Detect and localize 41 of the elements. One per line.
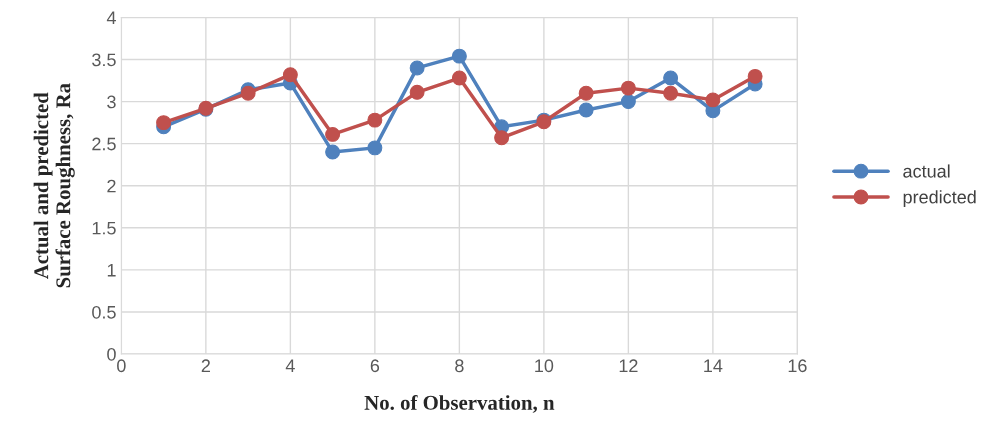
point — [367, 140, 383, 156]
x-axis-title: No. of Observation, n — [364, 394, 555, 413]
point — [578, 85, 594, 101]
point — [325, 144, 341, 160]
x-tick-label: 0 — [117, 359, 126, 373]
y-tick-label: 1.5 — [92, 221, 116, 235]
x-tick-label: 16 — [788, 359, 807, 373]
point — [156, 115, 172, 131]
legend-label: actual — [903, 164, 950, 178]
point — [367, 112, 383, 128]
point — [409, 84, 425, 100]
x-tick-label: 10 — [535, 359, 554, 373]
point — [705, 92, 721, 108]
y-tick-label: 3 — [107, 95, 116, 109]
point — [620, 80, 636, 96]
x-tick-label: 12 — [619, 359, 638, 372]
y-axis-title: Actual and predicted Surface Roughness, Ra — [33, 83, 75, 288]
point — [663, 85, 679, 101]
x-tick-label: 14 — [704, 359, 723, 372]
point — [451, 70, 467, 86]
point — [282, 67, 298, 83]
y-tick-label: 3.5 — [92, 53, 116, 67]
point — [620, 94, 636, 110]
point — [451, 48, 467, 64]
x-tick-label: 6 — [370, 359, 380, 373]
y-tick-label: 0.5 — [92, 305, 116, 319]
x-tick-label: 8 — [455, 359, 464, 373]
y-tick-label: 4 — [106, 11, 116, 24]
y-tick-label: 2.5 — [92, 137, 116, 151]
y-tick-label: 0 — [107, 347, 116, 361]
point — [747, 68, 763, 84]
x-tick-label: 2 — [201, 359, 210, 372]
y-tick-label: 2 — [107, 179, 116, 193]
point — [325, 126, 341, 142]
point — [663, 70, 679, 86]
point — [494, 130, 510, 146]
point — [409, 60, 425, 76]
y-tick-label: 1 — [107, 264, 116, 277]
point — [578, 102, 594, 118]
legend-label: predicted — [903, 190, 976, 208]
x-tick-label: 4 — [285, 359, 295, 372]
